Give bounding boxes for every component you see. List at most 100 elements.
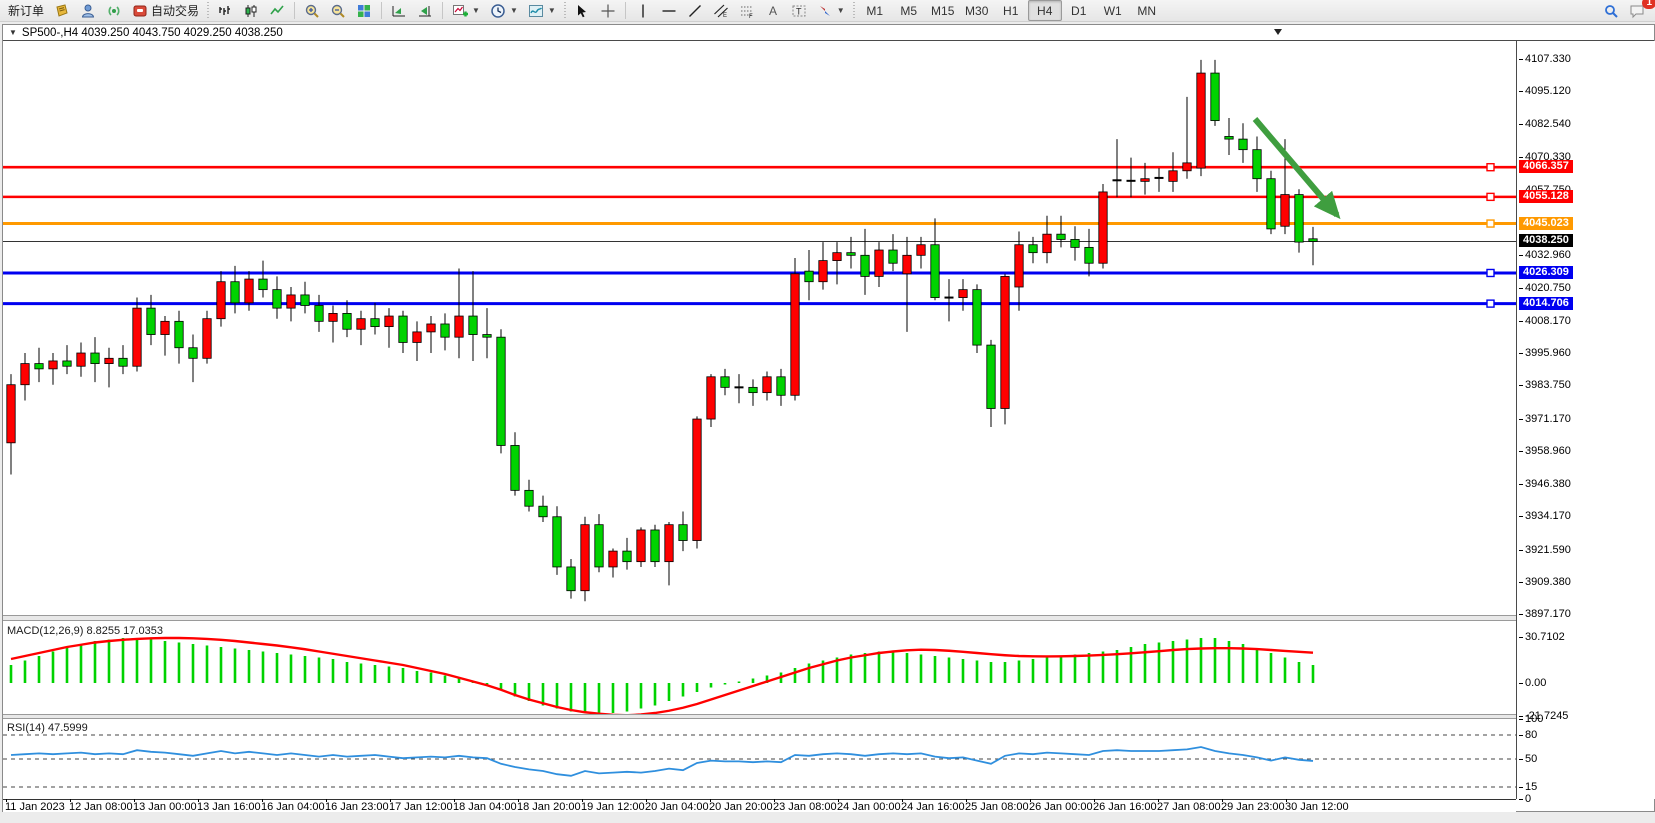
price-line-label: 4066.357: [1519, 160, 1573, 174]
macd-histogram-bar: [709, 683, 713, 688]
macd-histogram-bar: [863, 653, 867, 683]
macd-histogram-bar: [191, 644, 195, 683]
time-label: 13 Jan 16:00: [197, 799, 261, 813]
main-price-chart[interactable]: [3, 41, 1516, 615]
autoscroll-button[interactable]: [386, 0, 412, 21]
cursor-icon: [577, 4, 586, 17]
time-label: 19 Jan 12:00: [581, 799, 645, 813]
timeframe-MN[interactable]: MN: [1137, 3, 1157, 18]
line-handle[interactable]: [1486, 219, 1495, 228]
timeframe-H4[interactable]: H4: [1027, 0, 1062, 21]
macd-histogram-bar: [1017, 660, 1021, 683]
macd-histogram-bar: [65, 647, 69, 683]
macd-histogram-bar: [695, 683, 699, 692]
line-handle[interactable]: [1486, 268, 1495, 278]
signal-icon: [108, 5, 120, 16]
label-tool-button[interactable]: T: [786, 0, 812, 21]
macd-panel[interactable]: [3, 621, 1516, 714]
indicators-button[interactable]: ▼: [447, 0, 485, 21]
time-label: 11 Jan 2023: [5, 799, 65, 813]
macd-histogram-bar: [233, 648, 237, 683]
horizontal-line-tool-button[interactable]: [656, 0, 682, 21]
macd-histogram-bar: [289, 654, 293, 683]
panel-splitter[interactable]: [3, 615, 1654, 621]
macd-histogram-bar: [9, 665, 13, 683]
text-tool-button[interactable]: A: [760, 0, 786, 21]
trend-arrow-annotation[interactable]: [1252, 117, 1341, 220]
macd-histogram-bar: [1227, 641, 1231, 683]
notifications-button[interactable]: 1: [1624, 0, 1655, 21]
price-tick: 3983.750: [1519, 379, 1571, 392]
chart-shift-button[interactable]: [412, 0, 438, 21]
macd-histogram-bar: [1269, 653, 1273, 683]
shapes-tool-button[interactable]: ▼: [812, 0, 850, 21]
rsi-panel[interactable]: [3, 719, 1516, 799]
timeframe-D1[interactable]: D1: [1071, 3, 1087, 18]
macd-histogram-bar: [79, 644, 83, 683]
zoom-out-button[interactable]: [325, 0, 351, 21]
svg-text:F: F: [749, 14, 753, 19]
chart-line-button[interactable]: [264, 0, 290, 21]
macd-histogram-bar: [639, 683, 643, 709]
macd-histogram-bar: [667, 683, 671, 701]
macd-histogram-bar: [961, 659, 965, 683]
order-history-button[interactable]: [49, 0, 75, 21]
trendline-tool-button[interactable]: [682, 0, 708, 21]
rsi-indicator-label: RSI(14) 47.5999: [7, 722, 88, 734]
line-handle[interactable]: [1486, 192, 1495, 202]
price-axis[interactable]: 4107.3304095.1204082.5404070.3304057.750…: [1516, 41, 1655, 805]
rsi-axis-tick: 100: [1518, 713, 1544, 725]
time-label: 13 Jan 00:00: [133, 799, 197, 813]
search-button[interactable]: [1598, 0, 1624, 21]
timeframe-M1[interactable]: M1: [866, 3, 884, 18]
signals-button[interactable]: [101, 0, 127, 21]
macd-histogram-bar: [569, 683, 573, 712]
tile-windows-button[interactable]: [351, 0, 377, 21]
horizontal-line-icon: [662, 9, 676, 12]
macd-histogram-bar: [541, 683, 545, 706]
macd-histogram-bar: [653, 683, 657, 706]
chart-candles-button[interactable]: [238, 0, 264, 21]
templates-button[interactable]: ▼: [523, 0, 561, 21]
line-handle[interactable]: [1486, 299, 1495, 308]
timeframe-H1[interactable]: H1: [1003, 3, 1019, 18]
rsi-axis-tick: 15: [1518, 781, 1538, 793]
macd-histogram-bar: [835, 657, 839, 683]
time-axis[interactable]: 11 Jan 2023 12 Jan 08:00 13 Jan 00:00 13 Ja…: [3, 799, 1516, 813]
accounts-button[interactable]: [75, 0, 101, 21]
timeframe-group: M1 M5 M15 M30 H1 H4 D1 W1 MN: [858, 0, 1164, 21]
zoom-in-button[interactable]: [299, 0, 325, 21]
timeframe-M30[interactable]: M30: [965, 3, 989, 18]
time-label: 30 Jan 12:00: [1285, 799, 1349, 813]
macd-histogram-bar: [401, 668, 405, 683]
timeframe-W1[interactable]: W1: [1103, 3, 1122, 18]
price-tick: 4095.120: [1519, 85, 1571, 98]
periods-button[interactable]: ▼: [485, 0, 523, 21]
macd-histogram-bar: [975, 660, 979, 683]
fibonacci-tool-button[interactable]: F: [734, 0, 760, 21]
vertical-line-tool-button[interactable]: [630, 0, 656, 21]
channel-tool-button[interactable]: E: [708, 0, 734, 21]
chart-menu-icon[interactable]: ▼: [9, 28, 17, 37]
macd-histogram-bar: [1115, 650, 1119, 683]
zoom-in-icon: [305, 4, 319, 18]
crosshair-tool-button[interactable]: [595, 0, 621, 21]
bar-chart-icon: [219, 5, 231, 15]
rsi-axis-tick: 50: [1518, 753, 1538, 765]
macd-histogram-bar: [807, 663, 811, 683]
chart-bars-button[interactable]: [212, 0, 238, 21]
new-order-button[interactable]: 新订单: [8, 4, 45, 18]
line-handle[interactable]: [1486, 163, 1495, 172]
macd-histogram-bar: [1143, 644, 1147, 683]
macd-histogram-bar: [681, 683, 685, 697]
panel-splitter[interactable]: [3, 714, 1654, 719]
macd-histogram-bar: [317, 657, 321, 683]
price-line-label: 4014.706: [1519, 296, 1573, 310]
auto-trading-button[interactable]: 自动交易: [127, 0, 204, 21]
time-label: 26 Jan 16:00: [1093, 799, 1157, 813]
fibonacci-icon: F: [740, 6, 753, 19]
timeframe-M5[interactable]: M5: [900, 3, 918, 18]
price-tick: 4070.330: [1519, 150, 1571, 163]
cursor-tool-button[interactable]: [569, 0, 595, 21]
timeframe-M15[interactable]: M15: [931, 3, 955, 18]
